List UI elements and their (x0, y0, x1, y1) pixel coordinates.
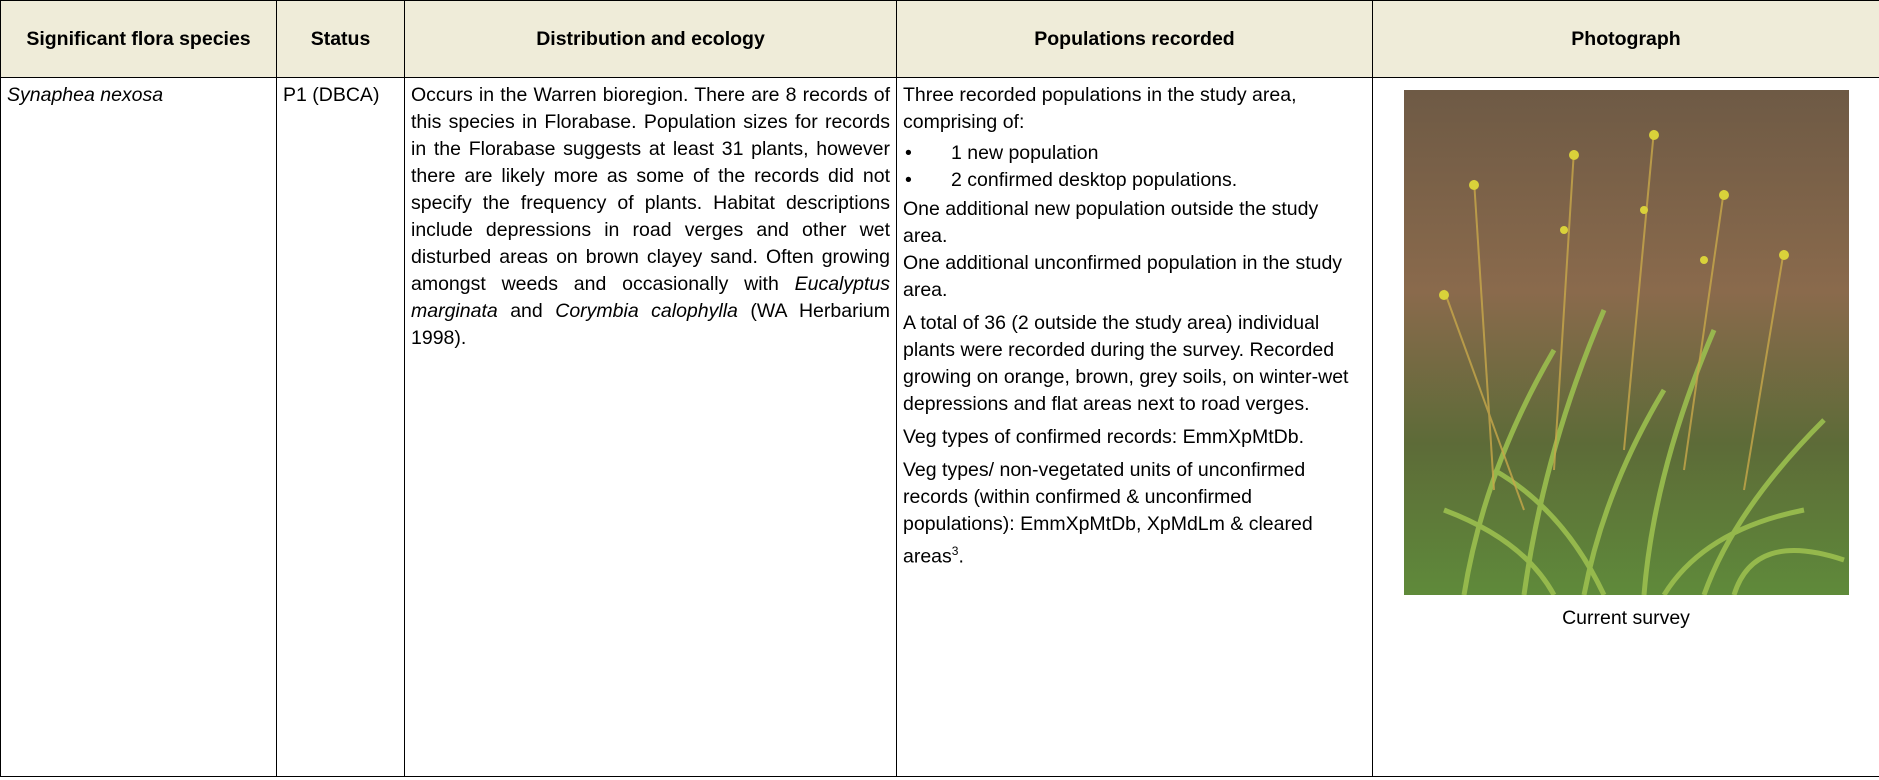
text: and (498, 300, 556, 322)
bullet-list: 1 new population 2 confirmed desktop pop… (903, 140, 1366, 194)
paragraph: Veg types of confirmed records: EmmXpMtD… (903, 424, 1366, 451)
page: Significant flora species Status Distrib… (0, 0, 1879, 780)
header-row: Significant flora species Status Distrib… (1, 1, 1879, 78)
header-cell: Populations recorded (897, 1, 1373, 78)
header-cell: Status (277, 1, 405, 78)
bullet: 2 confirmed desktop populations. (903, 167, 1366, 194)
text: Veg types/ non-vegetated units of unconf… (903, 459, 1313, 568)
bullet: 1 new population (903, 140, 1366, 167)
species-cell: Synaphea nexosa (1, 78, 277, 777)
distribution-cell: Occurs in the Warren bioregion. There ar… (405, 78, 897, 777)
species-name: Corymbia calophylla (555, 300, 738, 322)
photo-caption: Current survey (1379, 605, 1873, 632)
status-cell: P1 (DBCA) (277, 78, 405, 777)
header-cell: Photograph (1373, 1, 1879, 78)
photo-cell: Current survey (1373, 78, 1879, 777)
data-row: Synaphea nexosa P1 (DBCA) Occurs in the … (1, 78, 1879, 777)
paragraph: A total of 36 (2 outside the study area)… (903, 310, 1366, 418)
paragraph: One additional new population outside th… (903, 196, 1366, 250)
text: . (958, 546, 963, 568)
paragraph: Three recorded populations in the study … (903, 82, 1366, 136)
paragraph: One additional unconfirmed population in… (903, 250, 1366, 304)
flora-table: Significant flora species Status Distrib… (0, 0, 1879, 777)
populations-cell: Three recorded populations in the study … (897, 78, 1373, 777)
text: Occurs in the Warren bioregion. There ar… (411, 84, 890, 295)
header-cell: Distribution and ecology (405, 1, 897, 78)
header-cell: Significant flora species (1, 1, 277, 78)
paragraph: Veg types/ non-vegetated units of unconf… (903, 457, 1366, 571)
photograph (1404, 90, 1849, 595)
